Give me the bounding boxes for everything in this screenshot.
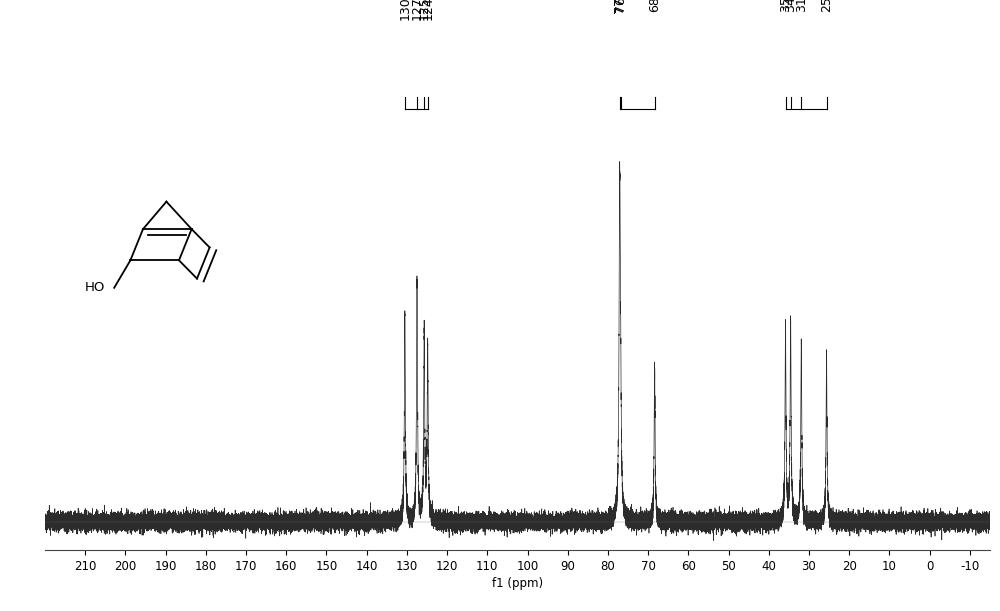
- Text: 127.49: 127.49: [411, 0, 424, 20]
- Text: 77.08: 77.08: [613, 0, 626, 13]
- Text: 25.65: 25.65: [820, 0, 833, 12]
- Text: 130.51: 130.51: [398, 0, 411, 20]
- X-axis label: f1 (ppm): f1 (ppm): [492, 577, 543, 590]
- Text: 35.85: 35.85: [779, 0, 792, 12]
- Text: 125.70: 125.70: [418, 0, 431, 20]
- Text: 68.40: 68.40: [648, 0, 661, 12]
- Text: 31.93: 31.93: [795, 0, 808, 12]
- Text: HO: HO: [85, 281, 105, 295]
- Text: 76.83: 76.83: [614, 0, 627, 12]
- Text: 34.58: 34.58: [784, 0, 797, 12]
- Text: 124.83: 124.83: [421, 0, 434, 20]
